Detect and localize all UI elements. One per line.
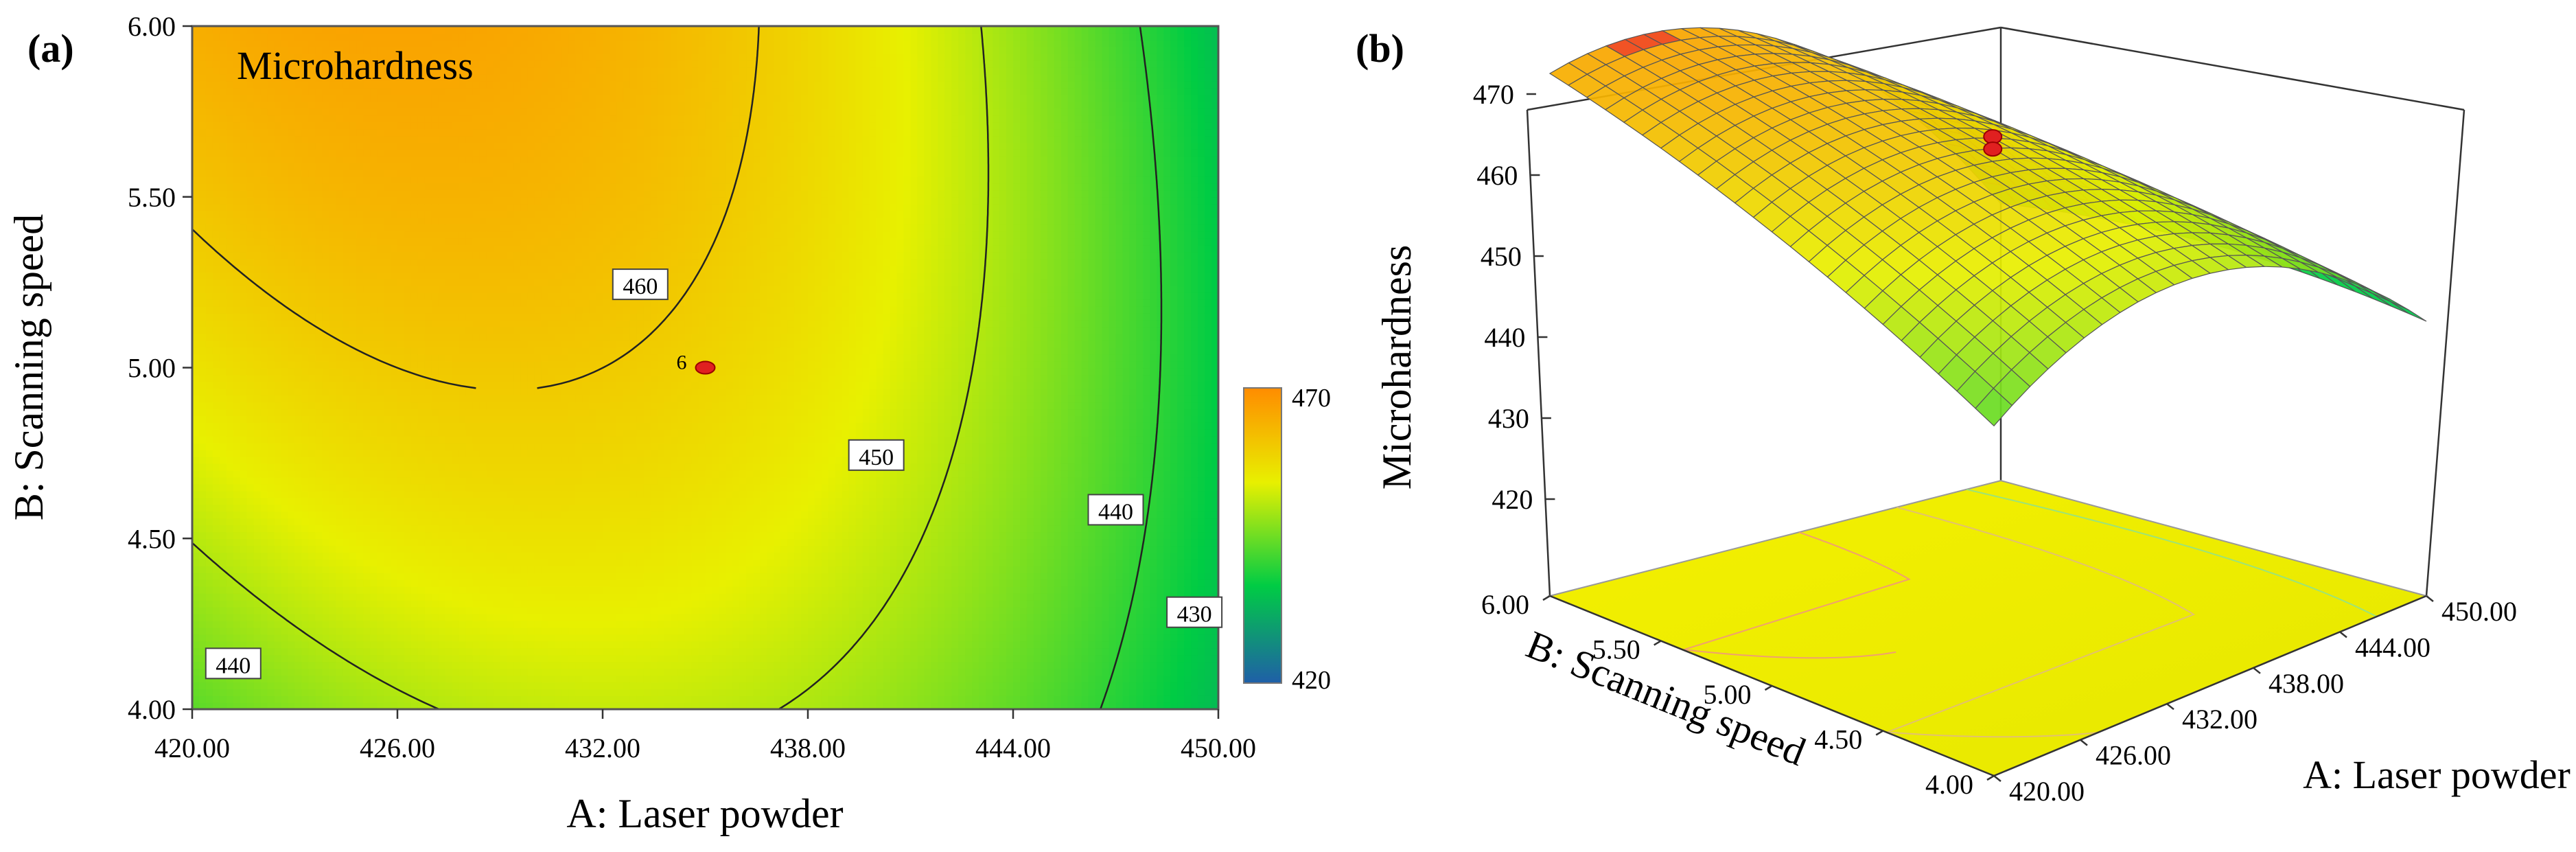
surface-facet (2354, 285, 2391, 307)
contour-label-box (205, 647, 262, 680)
x-tick-label: 426.00 (360, 733, 435, 763)
x-tick-label: 420.00 (2009, 776, 2085, 807)
contour-line (537, 26, 760, 389)
z-tick-label: 420 (1492, 484, 1533, 515)
surface-facet (2390, 301, 2427, 322)
z-tick-label: 440 (1484, 322, 1525, 353)
contour-lines (192, 26, 1163, 709)
x-tick-label: 444.00 (975, 733, 1051, 763)
y-tick-label: 6.00 (128, 11, 176, 42)
y-tick-label: 5.00 (1704, 679, 1752, 710)
x-tick-label: 426.00 (2096, 740, 2171, 771)
surface-facet (2372, 293, 2409, 314)
contour-label-box (848, 439, 905, 471)
contour-panel: (a) Microhardness 460 450 440 440 430 6 420.… (6, 11, 1331, 836)
z-tick-label: 460 (1476, 160, 1518, 191)
y-axis-ticks: 4.00 4.50 5.00 5.50 6.00 (128, 11, 192, 725)
x-tick-label: 432.00 (2182, 704, 2258, 735)
y-tick-label: 4.00 (128, 694, 176, 725)
design-point-marker: 6 (677, 352, 716, 375)
contour-label-box (612, 268, 669, 301)
x-axis-ticks: 420.00 426.00 432.00 438.00 444.00 450.00 (154, 709, 1256, 763)
y-tick-label: 4.00 (1925, 769, 1973, 800)
x-tick-label: 438.00 (770, 733, 846, 763)
contour-label-box (1087, 494, 1144, 526)
base-plane (1547, 479, 2429, 777)
y-tick-label: 6.00 (1481, 589, 1529, 620)
contour-fill (192, 26, 1218, 709)
contour-label: 430 (1177, 602, 1212, 628)
x-tick-label: 444.00 (2355, 632, 2430, 663)
surface-facet (1975, 387, 2013, 427)
contour-label: 440 (216, 653, 251, 678)
y-tick-label: 5.00 (128, 353, 176, 384)
surface-panel: (b) 420 430 440 450 460 470 4.00 4.50 5.00 5.50 6… (1356, 26, 2571, 807)
base-contour (1887, 506, 2196, 738)
z-tick-label: 450 (1481, 241, 1522, 272)
colorbar-ramp (1243, 387, 1282, 684)
panel-label-a: (a) (27, 26, 74, 71)
x-axis-label: A: Laser powder (566, 791, 843, 836)
design-point (695, 360, 716, 375)
laser-powder-axis-label: A: Laser powder (2303, 752, 2571, 797)
x-tick-label: 450.00 (1181, 733, 1256, 763)
y-axis-label: B: Scanning speed (6, 214, 51, 521)
design-point-count: 6 (677, 352, 687, 374)
y-tick-label: 5.50 (128, 182, 176, 213)
z-tick-label: 470 (1473, 79, 1514, 110)
contour-line (1099, 26, 1163, 709)
chart-title: Microhardness (237, 43, 474, 88)
laser-powder-ticks: 420.00 426.00 432.00 438.00 444.00 450.00 (1993, 595, 2517, 807)
colorbar: 470 420 (1243, 384, 1331, 695)
design-point-marker-3d (1983, 129, 2003, 157)
colorbar-max-label: 470 (1292, 384, 1331, 413)
contour-label: 440 (1098, 499, 1133, 525)
contour-labels: 460 450 440 440 430 (205, 268, 1223, 680)
contour-line (192, 542, 440, 709)
y-tick-label: 4.50 (128, 523, 176, 554)
z-axis-label: Microhardness (1374, 245, 1419, 490)
contour-line (778, 26, 990, 709)
z-tick-label: 430 (1488, 403, 1529, 434)
scanning-speed-ticks: 4.00 4.50 5.00 5.50 6.00 (1481, 589, 1995, 800)
y-tick-label: 5.50 (1592, 634, 1640, 665)
base-contour (1684, 531, 1911, 659)
contour-label: 450 (859, 445, 894, 470)
contour-line (192, 228, 476, 389)
x-tick-label: 450.00 (2441, 596, 2517, 627)
x-tick-label: 432.00 (565, 733, 640, 763)
colorbar-min-label: 420 (1292, 666, 1331, 695)
response-surface (1548, 27, 2427, 427)
x-tick-label: 438.00 (2268, 668, 2344, 699)
contour-label: 460 (623, 274, 658, 299)
x-tick-label: 420.00 (154, 733, 230, 763)
y-tick-label: 4.50 (1814, 724, 1862, 755)
panel-label-b: (b) (1356, 26, 1404, 71)
contour-label-box (1166, 596, 1223, 628)
base-contour (1966, 488, 2378, 617)
z-axis-ticks: 420 430 440 450 460 470 (1473, 79, 1555, 515)
design-point (1983, 141, 2003, 157)
base-contours (1684, 488, 2378, 738)
